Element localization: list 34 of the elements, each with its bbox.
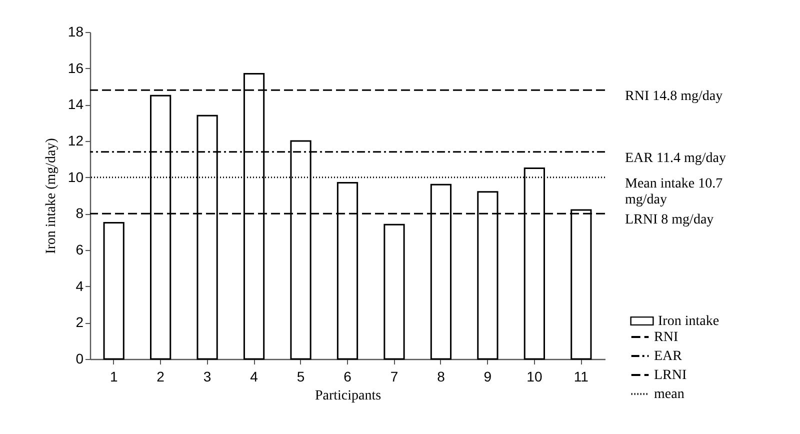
y-tick-label: 12: [68, 132, 84, 148]
x-tick-label: 8: [437, 368, 446, 384]
legend-label: EAR: [654, 349, 683, 364]
y-tick-label: 6: [76, 242, 84, 258]
y-axis-title: Iron intake (mg/day): [44, 138, 59, 254]
y-tick-label: 2: [76, 314, 84, 330]
y-tick-label: 4: [76, 278, 84, 294]
x-tick-label: 3: [203, 368, 212, 384]
legend-label: mean: [654, 387, 684, 402]
x-axis-title: Participants: [314, 388, 382, 404]
x-tick-label: 2: [156, 368, 165, 384]
text: LRNI 8 mg/day: [625, 212, 714, 228]
x-tick-label: 5: [296, 368, 305, 384]
x-tick-label: 7: [390, 368, 398, 384]
bar: [384, 224, 405, 360]
text: EAR 11.4 mg/day: [625, 150, 726, 166]
text: Mean intake 10.7 mg/day: [625, 176, 723, 208]
y-tick-label: 18: [68, 24, 84, 40]
legend-label: Iron intake: [658, 314, 720, 329]
x-tick-label: 6: [344, 368, 352, 384]
y-tick-label: 8: [76, 205, 84, 222]
y-tick-label: 10: [68, 168, 84, 185]
x-tick-label: 10: [526, 368, 542, 384]
bar: [103, 222, 124, 360]
y-tick-label: 14: [68, 96, 84, 112]
y-tick-label: 0: [76, 350, 84, 366]
x-tick-label: 1: [110, 368, 118, 384]
y-tick-label: 16: [68, 60, 84, 76]
x-tick-label: 4: [250, 368, 258, 384]
legend-label: LRNI: [654, 368, 687, 383]
x-tick-label: 11: [574, 368, 589, 384]
x-tick-label: 9: [484, 368, 492, 384]
legend-label: RNI: [654, 330, 678, 345]
text: RNI 14.8 mg/day: [625, 89, 723, 104]
